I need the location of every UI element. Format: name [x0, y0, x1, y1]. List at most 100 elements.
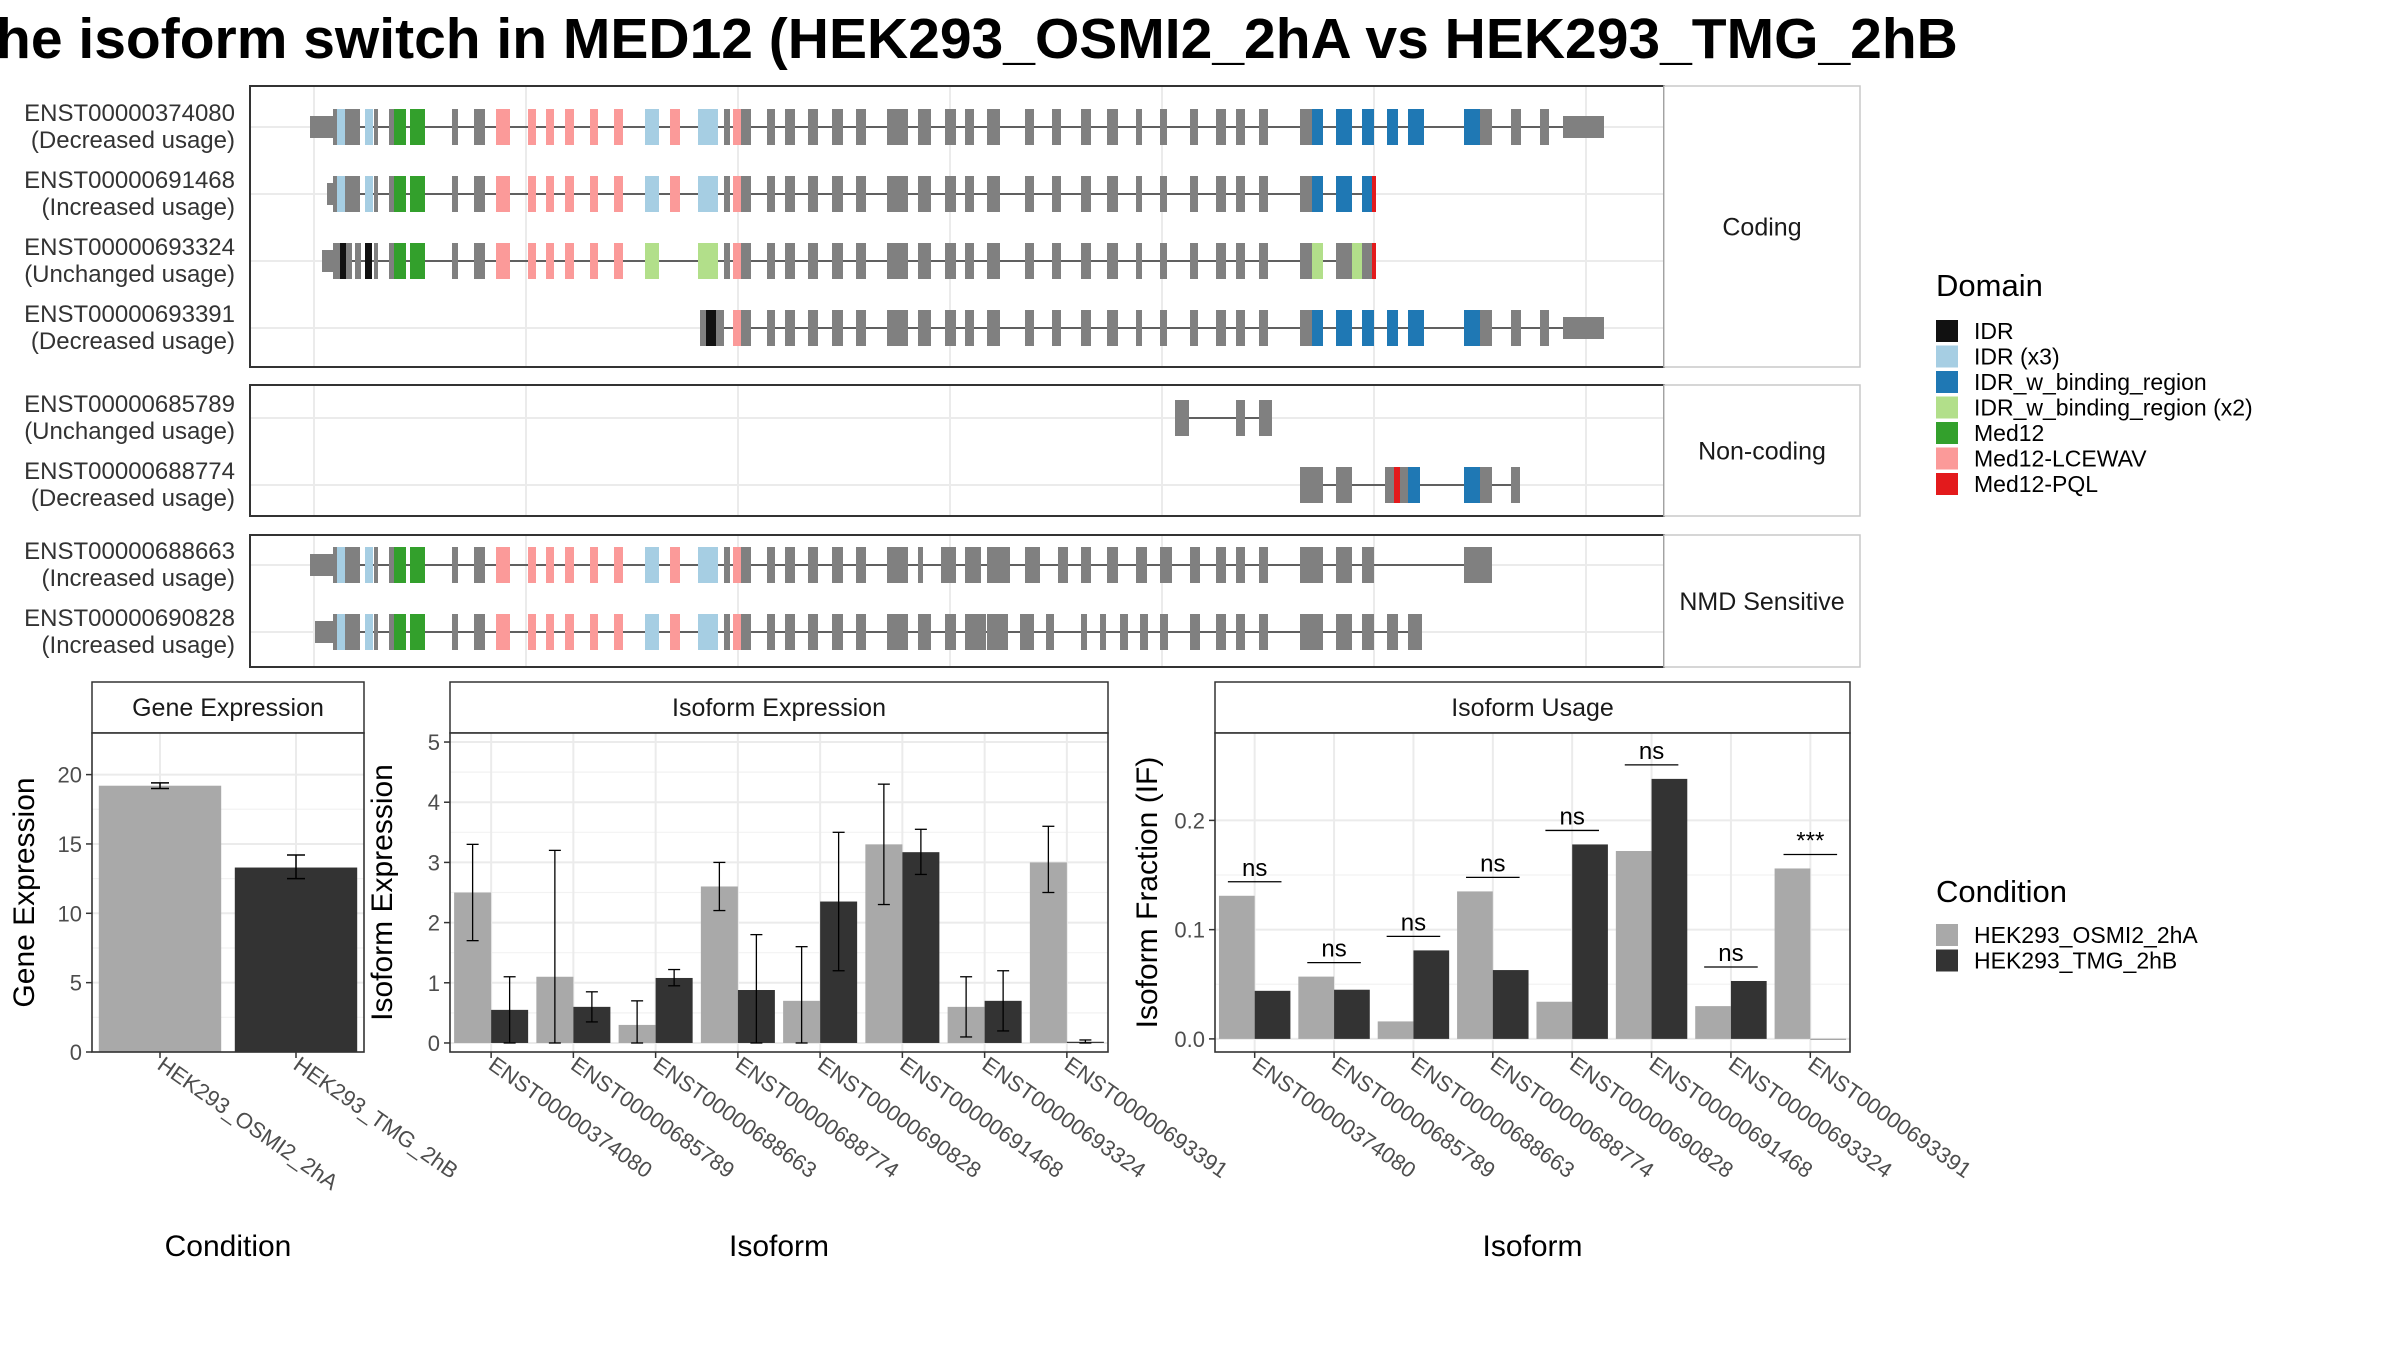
- exon: [590, 243, 598, 279]
- exon: [733, 310, 741, 346]
- panel-strip-label: NMD Sensitive: [1679, 588, 1844, 616]
- legend-label: IDR_w_binding_region (x2): [1974, 395, 2253, 421]
- exon: [590, 109, 598, 145]
- bar: [1413, 950, 1450, 1039]
- exon: [832, 547, 843, 583]
- exon: [856, 614, 866, 650]
- exon: [645, 243, 659, 279]
- exon: [698, 243, 718, 279]
- y-tick-label: 0.2: [1174, 808, 1205, 833]
- exon: [1464, 467, 1480, 503]
- exon: [1216, 547, 1226, 583]
- exon: [1362, 614, 1374, 650]
- significance-label: ns: [1321, 936, 1346, 963]
- exon: [670, 547, 680, 583]
- y-axis-title: Isoform Fraction (IF): [1131, 757, 1164, 1029]
- exon: [1387, 614, 1398, 650]
- transcript-usage-label: (Decreased usage): [31, 485, 235, 512]
- exon: [1259, 400, 1272, 436]
- exon: [987, 547, 1000, 583]
- exon: [590, 547, 598, 583]
- exon: [410, 614, 425, 650]
- exon: [315, 621, 333, 643]
- exon: [614, 614, 623, 650]
- bar: [1651, 778, 1688, 1039]
- exon: [741, 109, 751, 145]
- exon: [1480, 310, 1492, 346]
- exon: [1190, 109, 1198, 145]
- exon: [767, 310, 775, 346]
- exon: [1160, 176, 1167, 212]
- chart-title: Isoform Usage: [1451, 694, 1614, 722]
- legend-label: Med12: [1974, 420, 2044, 446]
- transcript-id-label: ENST00000688663: [24, 538, 235, 565]
- exon: [1236, 243, 1245, 279]
- exon: [1236, 400, 1245, 436]
- exon: [1120, 614, 1128, 650]
- exon: [945, 243, 956, 279]
- bar: [1615, 850, 1652, 1039]
- exon: [1408, 109, 1424, 145]
- legend-label: IDR (x3): [1974, 344, 2060, 370]
- exon: [1408, 614, 1422, 650]
- exon: [1107, 176, 1118, 212]
- exon: [1400, 467, 1408, 503]
- exon: [1058, 547, 1068, 583]
- exon: [333, 176, 337, 212]
- exon: [1300, 176, 1312, 212]
- exon: [785, 547, 795, 583]
- exon: [716, 310, 724, 346]
- y-tick-label: 20: [58, 763, 82, 788]
- exon: [1336, 467, 1352, 503]
- exon: [333, 547, 337, 583]
- exon: [856, 310, 866, 346]
- exon: [528, 109, 536, 145]
- exon: [698, 614, 718, 650]
- exon: [887, 614, 908, 650]
- exon: [1216, 310, 1226, 346]
- exon: [528, 243, 536, 279]
- exon: [345, 109, 360, 145]
- exon: [1259, 547, 1268, 583]
- exon: [1480, 109, 1492, 145]
- significance-label: ns: [1718, 940, 1743, 967]
- panel-strip: [1663, 384, 1861, 517]
- legend-label: Med12-LCEWAV: [1974, 446, 2147, 472]
- exon: [785, 176, 795, 212]
- exon: [856, 547, 866, 583]
- legend-label: IDR: [1974, 318, 2014, 344]
- exon: [1107, 547, 1118, 583]
- exon: [785, 614, 795, 650]
- exon: [1352, 243, 1362, 279]
- exon: [645, 614, 659, 650]
- exon: [1025, 176, 1034, 212]
- panel-strip-label: Non-coding: [1698, 438, 1826, 466]
- exon: [496, 243, 510, 279]
- bar: [234, 867, 358, 1052]
- exon: [1000, 614, 1008, 650]
- exon: [1175, 400, 1184, 436]
- exon: [1136, 176, 1142, 212]
- exon: [785, 310, 795, 346]
- exon: [355, 243, 361, 279]
- exon: [1312, 176, 1323, 212]
- transcript-id-label: ENST00000693391: [24, 301, 235, 328]
- exon: [887, 176, 908, 212]
- transcript-id-label: ENST00000685789: [24, 391, 235, 418]
- exon: [333, 614, 337, 650]
- bar: [1492, 970, 1529, 1039]
- exon: [965, 614, 974, 650]
- chart-border: [449, 732, 1109, 1053]
- bar: [1695, 1006, 1731, 1039]
- exon: [1511, 109, 1521, 145]
- exon: [887, 310, 908, 346]
- exon: [590, 176, 598, 212]
- exon: [346, 243, 352, 279]
- exon: [970, 547, 981, 583]
- exon: [389, 547, 394, 583]
- exon: [832, 614, 843, 650]
- exon: [1160, 243, 1167, 279]
- exon: [365, 176, 373, 212]
- exon: [310, 116, 333, 138]
